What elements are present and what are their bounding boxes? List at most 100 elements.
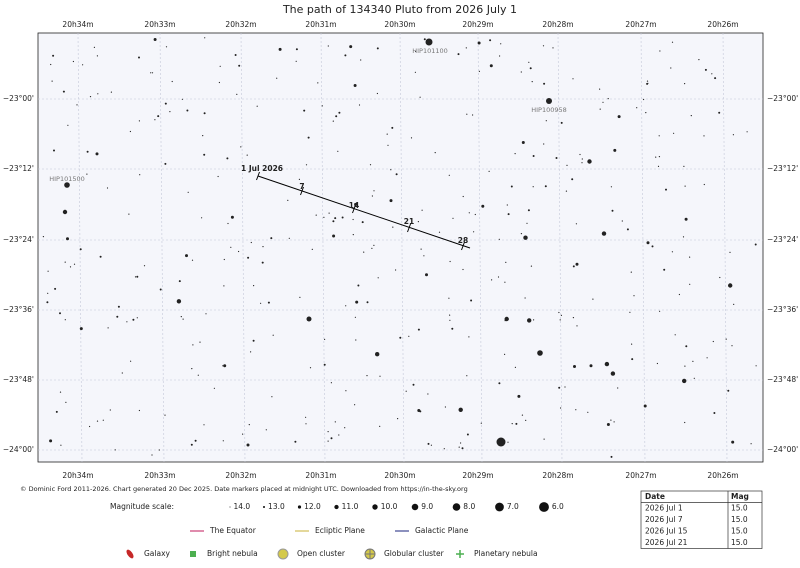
legend-text: Bright nebula (207, 549, 258, 558)
star (517, 394, 521, 398)
star (521, 414, 524, 416)
magnitude-dot (411, 503, 419, 511)
star (321, 105, 323, 107)
star (164, 162, 167, 165)
dec-label: −24°00' (3, 445, 34, 454)
star (555, 157, 558, 159)
star-label: HIP101500 (49, 175, 85, 183)
star (223, 258, 225, 261)
dec-label: −23°24' (3, 235, 34, 244)
star (727, 389, 730, 392)
magnitude-dot (372, 504, 378, 510)
star (182, 318, 184, 320)
path-label: 7 (299, 182, 304, 191)
star (477, 41, 481, 45)
star (573, 365, 576, 368)
star (631, 343, 633, 345)
star (703, 183, 705, 186)
star (79, 327, 83, 331)
star (306, 316, 312, 322)
star (395, 269, 397, 271)
star (520, 71, 522, 73)
star (565, 190, 568, 192)
star (674, 334, 676, 336)
ra-label: 20h32m (225, 471, 256, 480)
star (543, 438, 545, 440)
pluto-path (257, 175, 471, 249)
star (373, 244, 375, 246)
star (658, 156, 661, 158)
star (558, 311, 560, 314)
star (65, 401, 67, 403)
grid-line (399, 32, 405, 463)
legend-symbol (365, 549, 375, 559)
star (246, 154, 248, 156)
star (451, 327, 454, 330)
star (138, 56, 140, 59)
star (438, 231, 441, 233)
star (252, 339, 255, 342)
star (558, 386, 561, 389)
dec-label: −24°00' (767, 445, 798, 454)
star (151, 454, 153, 456)
star (204, 37, 206, 39)
star (528, 61, 530, 63)
star (376, 92, 378, 95)
star (366, 301, 369, 304)
star (315, 214, 317, 216)
star (466, 433, 469, 436)
dec-label: −23°12' (767, 164, 798, 173)
star (192, 344, 194, 346)
star (527, 318, 532, 323)
star (253, 285, 255, 287)
star (360, 59, 362, 61)
star (581, 162, 583, 164)
star (334, 217, 337, 220)
star (405, 390, 407, 392)
star (531, 81, 533, 83)
star (154, 119, 156, 121)
star (99, 255, 102, 258)
star (633, 295, 635, 297)
star (223, 364, 227, 368)
ra-label: 20h33m (144, 20, 175, 29)
footer-note: © Dominic Ford 2011-2026. Chart generate… (20, 485, 468, 493)
star (462, 195, 464, 198)
star-label: HIP101100 (412, 47, 448, 55)
star (86, 173, 88, 175)
grid-line (640, 32, 646, 463)
star (369, 164, 372, 166)
ra-label: 20h27m (625, 471, 656, 480)
star (238, 64, 241, 67)
star (423, 38, 426, 41)
star (423, 255, 425, 257)
star (242, 433, 244, 435)
ra-label: 20h26m (707, 471, 738, 480)
star (345, 390, 347, 392)
star (732, 134, 735, 136)
star (114, 449, 116, 451)
star (181, 98, 183, 100)
star (395, 173, 398, 176)
ra-label: 20h30m (384, 471, 415, 480)
star (390, 169, 392, 171)
star (226, 157, 229, 160)
star (684, 185, 686, 187)
star (610, 371, 616, 376)
star (572, 317, 575, 319)
star (659, 310, 661, 312)
star (337, 150, 339, 152)
star (93, 46, 95, 49)
table-header: Date (645, 492, 665, 501)
star (689, 283, 691, 285)
table-cell: 2026 Jul 7 (645, 515, 683, 524)
star (130, 360, 132, 362)
legend-symbol (456, 550, 464, 558)
star (489, 39, 492, 42)
star (357, 284, 360, 287)
star (533, 319, 535, 321)
star (371, 195, 373, 197)
star (712, 340, 714, 343)
star (559, 319, 561, 321)
